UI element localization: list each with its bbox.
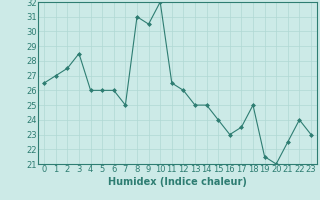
X-axis label: Humidex (Indice chaleur): Humidex (Indice chaleur): [108, 177, 247, 187]
